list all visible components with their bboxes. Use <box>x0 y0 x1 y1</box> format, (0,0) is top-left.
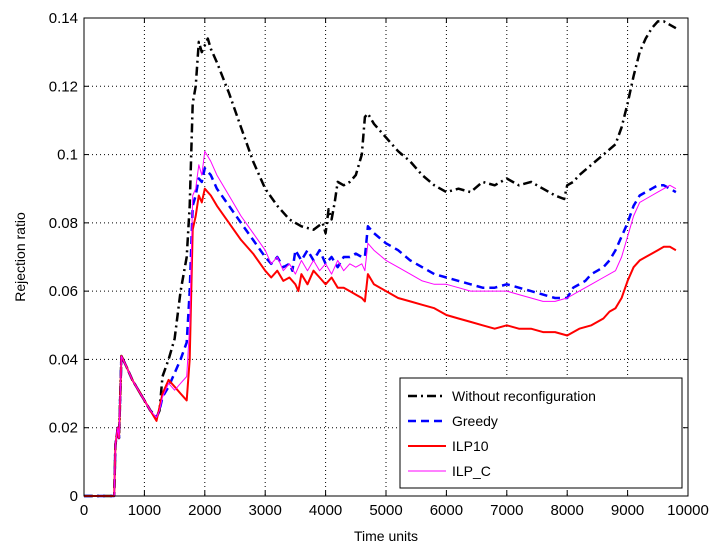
y-tick-label: 0.14 <box>49 10 78 27</box>
y-tick-label: 0.04 <box>49 351 78 368</box>
y-tick-label: 0.08 <box>49 215 78 232</box>
legend-label-2: ILP10 <box>452 438 489 454</box>
series-line-3 <box>84 150 677 497</box>
x-tick-label: 7000 <box>490 502 523 519</box>
x-axis-label: Time units <box>354 528 418 544</box>
legend: Without reconfiguration Greedy ILP10 ILP_C <box>399 377 683 489</box>
legend-label-0: Without reconfiguration <box>452 388 596 404</box>
x-tick-label: 1000 <box>128 502 161 519</box>
y-tick-label: 0.06 <box>49 283 78 300</box>
x-tick-label: 4000 <box>309 502 342 519</box>
legend-box <box>399 377 683 489</box>
series-line-0 <box>84 20 677 498</box>
series-line-2 <box>84 187 677 497</box>
axis-ticks: 0 1000 2000 3000 4000 5000 6000 7000 8000 9000 100… <box>49 10 709 519</box>
y-axis-label: Rejection ratio <box>12 212 28 302</box>
series-lines <box>84 20 677 498</box>
grid <box>84 18 688 496</box>
legend-label-1: Greedy <box>452 413 498 429</box>
x-tick-label: 3000 <box>249 502 282 519</box>
x-tick-label: 8000 <box>551 502 584 519</box>
y-tick-label: 0 <box>70 488 78 505</box>
y-tick-label: 0.02 <box>49 420 78 437</box>
x-tick-label: 0 <box>80 502 88 519</box>
legend-label-3: ILP_C <box>452 463 491 479</box>
x-tick-label: 6000 <box>430 502 463 519</box>
x-tick-label: 9000 <box>611 502 644 519</box>
x-tick-label: 5000 <box>369 502 402 519</box>
y-tick-label: 0.1 <box>57 147 78 164</box>
x-tick-label: 10000 <box>667 502 709 519</box>
x-tick-label: 2000 <box>188 502 221 519</box>
series-line-1 <box>84 166 677 498</box>
y-tick-label: 0.12 <box>49 78 78 95</box>
